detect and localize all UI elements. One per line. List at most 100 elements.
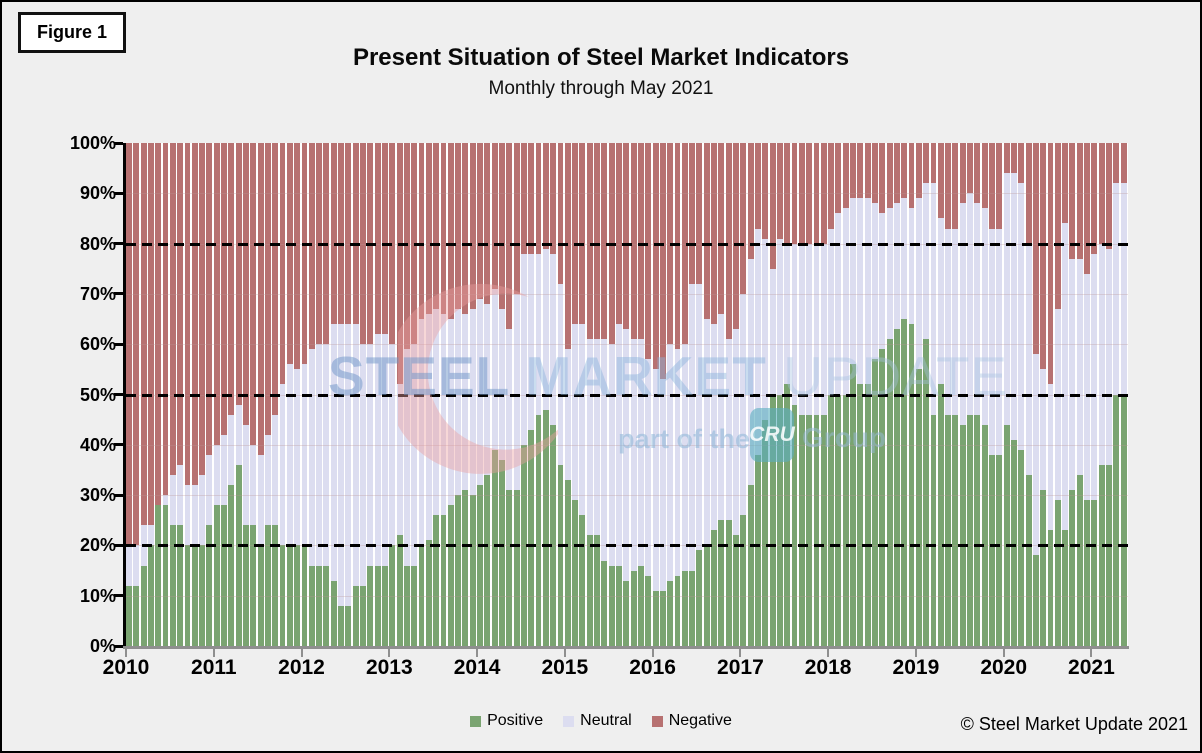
y-tick-100% <box>114 141 123 145</box>
segment-positive <box>974 414 981 646</box>
segment-negative <box>974 143 981 204</box>
segment-positive <box>447 505 454 646</box>
segment-negative <box>937 143 944 219</box>
segment-neutral <box>674 349 681 576</box>
segment-positive <box>959 424 966 646</box>
segment-negative <box>747 143 754 259</box>
bar-month-10 <box>199 143 206 646</box>
bar-month-100 <box>857 143 864 646</box>
segment-neutral <box>389 344 396 546</box>
segment-positive <box>747 485 754 646</box>
bar-month-92 <box>798 143 805 646</box>
segment-positive <box>1091 500 1098 646</box>
segment-positive <box>667 580 674 646</box>
segment-positive <box>425 540 432 646</box>
segment-neutral <box>528 253 535 430</box>
segment-positive <box>1018 449 1025 646</box>
segment-neutral <box>213 444 220 506</box>
bar-month-14 <box>228 143 235 646</box>
bar-month-23 <box>294 143 301 646</box>
segment-positive <box>279 545 286 646</box>
segment-negative <box>1091 143 1098 254</box>
segment-negative <box>1062 143 1069 224</box>
bar-month-41 <box>425 143 432 646</box>
segment-neutral <box>806 243 813 415</box>
segment-negative <box>520 143 527 254</box>
segment-neutral <box>1106 248 1112 465</box>
x-tick-label-2016: 2016 <box>629 656 676 679</box>
segment-neutral <box>1018 183 1025 450</box>
gridline-10 <box>126 595 1128 597</box>
segment-neutral <box>447 319 454 506</box>
segment-neutral <box>616 324 622 566</box>
segment-negative <box>126 143 132 546</box>
segment-positive <box>381 565 388 646</box>
segment-negative <box>550 143 557 254</box>
segment-neutral <box>711 324 718 531</box>
bar-month-45 <box>455 143 462 646</box>
segment-negative <box>228 143 235 415</box>
segment-neutral <box>645 359 652 576</box>
segment-negative <box>952 143 959 229</box>
segment-positive <box>491 449 498 646</box>
segment-neutral <box>418 319 425 546</box>
x-axis-line <box>123 646 1129 649</box>
bar-month-93 <box>806 143 813 646</box>
segment-positive <box>689 570 696 646</box>
segment-positive <box>389 545 396 646</box>
segment-positive <box>133 585 140 646</box>
x-tick-label-2011: 2011 <box>191 656 237 679</box>
segment-neutral <box>689 283 696 571</box>
segment-positive <box>886 339 893 646</box>
segment-neutral <box>301 364 308 546</box>
legend-label-negative: Negative <box>668 712 732 729</box>
segment-negative <box>199 143 206 475</box>
segment-neutral <box>1054 309 1061 501</box>
segment-negative <box>513 143 520 294</box>
segment-neutral <box>879 213 886 350</box>
bar-month-128 <box>1062 143 1069 646</box>
segment-negative <box>1098 143 1105 244</box>
x-tick-2016 <box>651 649 654 657</box>
segment-positive <box>996 454 1003 646</box>
segment-negative <box>623 143 630 330</box>
segment-negative <box>652 143 659 370</box>
segment-negative <box>901 143 908 199</box>
segment-neutral <box>1084 273 1091 501</box>
segment-neutral <box>352 324 359 586</box>
segment-neutral <box>206 454 213 526</box>
segment-neutral <box>784 243 791 385</box>
figure-label: Figure 1 <box>18 12 127 53</box>
segment-negative <box>528 143 535 254</box>
segment-positive <box>411 565 418 646</box>
segment-negative <box>330 143 337 325</box>
segment-negative <box>1025 143 1032 244</box>
segment-negative <box>594 143 600 340</box>
bar-month-22 <box>286 143 293 646</box>
segment-neutral <box>1010 173 1017 440</box>
segment-negative <box>140 143 147 526</box>
segment-positive <box>1025 474 1032 646</box>
segment-neutral <box>850 198 856 365</box>
segment-neutral <box>733 329 739 536</box>
segment-neutral <box>820 243 827 415</box>
segment-positive <box>499 459 505 646</box>
segment-positive <box>908 324 915 646</box>
bar-month-133 <box>1098 143 1105 646</box>
segment-positive <box>338 605 344 646</box>
bar-month-67 <box>616 143 622 646</box>
gridline-60 <box>126 344 1128 346</box>
segment-positive <box>915 369 922 646</box>
bar-month-108 <box>915 143 922 646</box>
segment-neutral <box>367 344 374 566</box>
segment-positive <box>235 464 242 646</box>
bar-month-91 <box>791 143 798 646</box>
segment-negative <box>221 143 227 435</box>
segment-positive <box>879 349 886 646</box>
segment-negative <box>586 143 593 340</box>
segment-negative <box>1076 143 1083 259</box>
segment-positive <box>396 535 403 646</box>
segment-negative <box>784 143 791 244</box>
legend-label-positive: Positive <box>487 712 544 729</box>
segment-negative <box>725 143 732 340</box>
